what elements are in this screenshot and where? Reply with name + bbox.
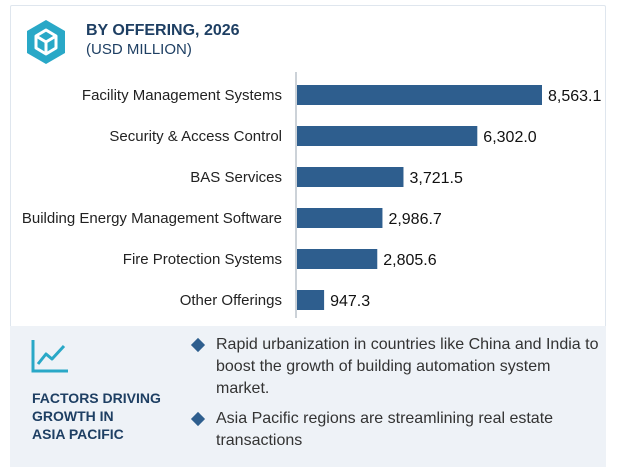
category-label: Facility Management Systems <box>82 87 282 104</box>
category-label: BAS Services <box>190 169 282 186</box>
factors-heading-line: GROWTH IN <box>32 408 114 424</box>
bar <box>297 167 404 187</box>
category-label: Security & Access Control <box>109 128 282 145</box>
value-label: 2,805.6 <box>383 252 436 269</box>
bar <box>297 208 383 228</box>
value-label: 6,302.0 <box>483 129 536 146</box>
bar <box>297 126 478 146</box>
factors-heading: FACTORS DRIVING GROWTH IN ASIA PACIFIC <box>32 389 182 443</box>
factor-item: Asia Pacific regions are streamlining re… <box>190 408 602 452</box>
category-label: Fire Protection Systems <box>123 251 282 268</box>
factors-list: Rapid urbanization in countries like Chi… <box>190 334 602 460</box>
bar-chart: Facility Management Systems 8,563.1 Securi… <box>22 72 601 318</box>
value-label: 947.3 <box>330 293 370 310</box>
factors-panel <box>10 326 606 467</box>
bar <box>297 290 325 310</box>
hexagon-cube-icon <box>27 20 65 64</box>
category-label: Other Offerings <box>180 292 282 309</box>
factor-text: Asia Pacific regions are streamlining re… <box>216 410 554 449</box>
chart-subtitle: (USD MILLION) <box>86 41 192 58</box>
diamond-bullet-icon <box>190 411 206 427</box>
bar <box>297 85 542 105</box>
factor-item: Rapid urbanization in countries like Chi… <box>190 334 602 400</box>
value-label: 3,721.5 <box>409 170 462 187</box>
factors-heading-line: FACTORS DRIVING <box>32 390 161 406</box>
category-label: Building Energy Management Software <box>22 210 282 227</box>
trend-line-icon <box>31 340 68 373</box>
value-label: 2,986.7 <box>388 211 441 228</box>
factors-heading-line: ASIA PACIFIC <box>32 426 124 442</box>
diamond-bullet-icon <box>190 337 206 353</box>
value-label: 8,563.1 <box>548 88 601 105</box>
bar <box>297 249 378 269</box>
factor-text: Rapid urbanization in countries like Chi… <box>216 336 599 397</box>
chart-title: BY OFFERING, 2026 <box>86 22 240 39</box>
